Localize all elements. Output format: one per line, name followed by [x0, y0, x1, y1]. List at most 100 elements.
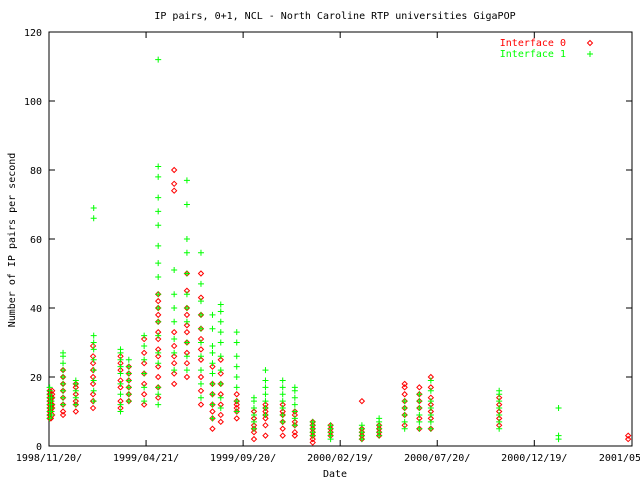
data-point — [197, 394, 204, 401]
data-point — [209, 325, 216, 332]
data-point — [183, 328, 191, 336]
data-point — [250, 394, 257, 401]
data-point — [89, 397, 97, 405]
data-point — [427, 398, 434, 405]
data-point — [262, 391, 269, 398]
data-point — [279, 418, 286, 425]
data-point — [291, 401, 298, 408]
data-point — [496, 398, 503, 405]
data-point — [217, 405, 224, 412]
data-point — [183, 373, 191, 381]
data-point — [155, 349, 162, 356]
data-point — [250, 405, 257, 412]
data-point — [155, 222, 162, 229]
data-point — [496, 411, 503, 418]
data-point — [155, 401, 162, 408]
data-point — [125, 391, 132, 398]
data-point — [183, 318, 190, 325]
data-point — [117, 370, 124, 377]
data-point — [217, 339, 224, 346]
data-point — [90, 339, 97, 346]
data-point — [171, 367, 178, 374]
data-point — [72, 394, 79, 401]
data-point — [72, 387, 79, 394]
data-point — [416, 425, 423, 432]
series-interface-0 — [46, 166, 632, 446]
data-point — [170, 353, 178, 360]
data-point — [209, 391, 216, 398]
data-point — [171, 336, 178, 343]
data-point — [60, 394, 67, 401]
data-point — [209, 370, 216, 377]
data-point — [89, 366, 97, 374]
data-point — [60, 374, 67, 380]
x-tick-label: 2000/12/19/ — [501, 453, 567, 464]
data-point — [496, 425, 503, 432]
axes-layer: 0 20 40 60 80 100 120 1998/11/20/1999/04/21/199… — [16, 28, 640, 464]
data-point — [155, 291, 162, 298]
data-point — [233, 408, 240, 415]
data-point — [416, 391, 423, 398]
data-point — [170, 180, 178, 188]
data-point — [217, 301, 224, 308]
data-point — [262, 384, 269, 391]
data-point — [117, 401, 124, 408]
y-axis-label: Number of IP pairs per second — [7, 153, 18, 328]
data-point — [279, 377, 286, 384]
data-point — [170, 380, 178, 388]
data-point — [155, 332, 162, 339]
data-point — [183, 201, 190, 208]
data-point — [197, 325, 204, 332]
data-point — [89, 373, 97, 381]
data-point — [279, 432, 286, 439]
data-point — [170, 187, 178, 194]
data-point — [233, 353, 240, 360]
y-tick-label: 0 — [36, 442, 42, 453]
data-point — [60, 380, 67, 387]
data-point — [279, 405, 286, 412]
data-point — [48, 387, 56, 395]
data-point — [72, 377, 79, 384]
data-point — [183, 177, 190, 184]
data-point — [358, 397, 366, 405]
data-point — [197, 401, 205, 408]
data-point — [416, 398, 423, 405]
data-point — [125, 363, 132, 370]
x-tick-label: 1999/04/21/ — [113, 453, 179, 464]
data-point — [291, 432, 299, 439]
data-point — [90, 332, 97, 339]
data-point — [427, 418, 434, 425]
data-point — [401, 418, 408, 425]
data-point — [140, 335, 148, 343]
data-point — [279, 398, 286, 405]
data-point — [401, 391, 408, 398]
data-point — [217, 329, 224, 336]
data-point — [141, 384, 148, 391]
data-point — [209, 408, 216, 415]
data-point — [197, 311, 204, 318]
data-point — [154, 311, 162, 319]
data-point — [125, 384, 132, 391]
data-point — [197, 367, 204, 374]
data-point — [90, 356, 97, 363]
data-point — [197, 249, 204, 256]
data-point — [233, 415, 240, 422]
data-point — [48, 401, 56, 408]
data-point — [376, 415, 383, 422]
data-point — [60, 387, 67, 394]
data-point — [155, 173, 162, 180]
data-point — [170, 370, 178, 377]
data-point — [416, 405, 423, 412]
data-point — [233, 339, 240, 346]
data-point — [233, 391, 240, 398]
data-point — [309, 435, 316, 443]
data-point — [155, 163, 162, 170]
data-point — [197, 380, 204, 387]
x-tick-label: 2001/05/21/ — [599, 453, 640, 464]
plot-frame — [48, 31, 633, 447]
data-point — [197, 298, 204, 305]
data-point — [183, 305, 190, 311]
data-point — [183, 367, 190, 374]
data-point — [233, 329, 240, 336]
data-point — [233, 398, 240, 405]
